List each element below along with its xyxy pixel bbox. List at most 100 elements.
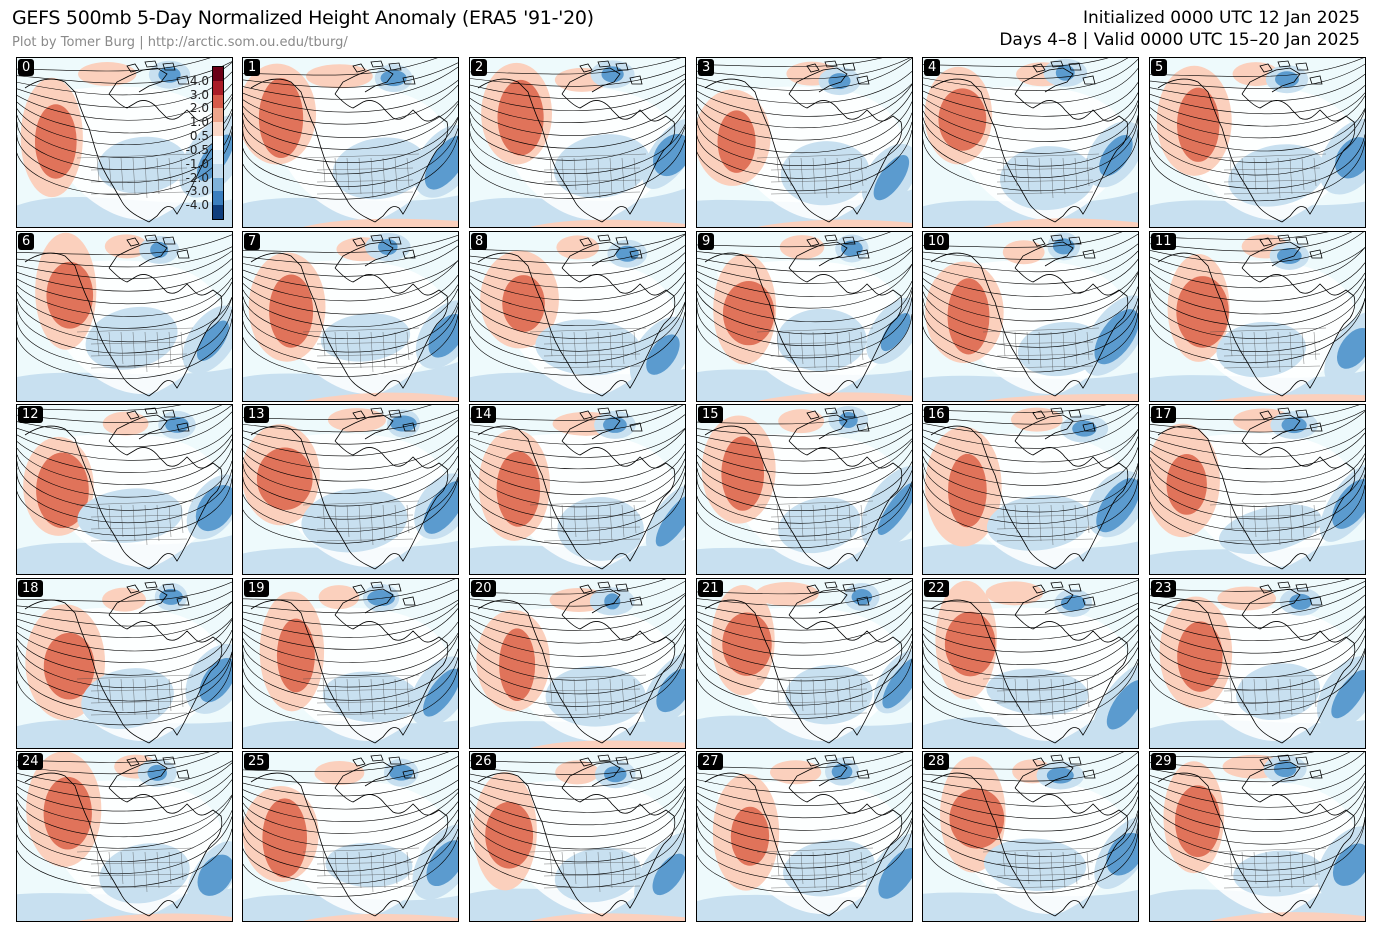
negative-anomaly-area (778, 497, 861, 554)
strong-negative-anomaly-area (1106, 679, 1138, 730)
member-map-panel: 28 (922, 751, 1139, 922)
strong-negative-anomaly-area (1055, 64, 1075, 81)
strong-negative-anomaly-area (880, 313, 911, 352)
strong-negative-anomaly-area (1106, 832, 1138, 876)
member-number: 14 (471, 406, 496, 423)
strong-positive-anomaly-area (1176, 276, 1229, 348)
political-boundaries (1209, 327, 1327, 373)
height-anomaly-map (243, 579, 458, 748)
coastline (250, 234, 449, 397)
colorbar-segment (213, 191, 223, 206)
height-anomaly-map (470, 405, 685, 574)
strong-positive-anomaly-area (948, 453, 987, 528)
member-number: 17 (1151, 406, 1176, 423)
negative-anomaly-area (332, 137, 428, 200)
political-boundaries (1209, 847, 1327, 893)
strong-negative-anomaly-area (158, 66, 181, 83)
political-boundaries (1209, 153, 1327, 199)
strong-positive-anomaly-area (947, 278, 990, 355)
member-number: 16 (924, 406, 949, 423)
political-boundaries (982, 847, 1100, 893)
strong-negative-anomaly-area (655, 494, 685, 547)
coastline (477, 234, 676, 397)
strong-positive-anomaly-area (721, 436, 765, 511)
strong-positive-anomaly-area (496, 451, 541, 527)
political-boundaries (529, 327, 647, 373)
coastline (477, 60, 676, 223)
height-anomaly-map (470, 58, 685, 227)
member-map-panel: 8 (469, 231, 686, 402)
political-boundaries (756, 327, 874, 373)
coastline (477, 407, 676, 570)
strong-positive-anomaly-area (499, 628, 536, 701)
member-map-panel: 14 (469, 404, 686, 575)
negative-anomaly-area (783, 839, 875, 897)
negative-anomaly-area (1017, 321, 1105, 377)
height-anomaly-map (923, 232, 1138, 401)
political-boundaries (302, 153, 420, 199)
height-anomaly-map (923, 752, 1138, 921)
strong-negative-anomaly-area (838, 412, 858, 429)
strong-negative-anomaly-area (1046, 767, 1074, 784)
positive-anomaly-area (318, 585, 360, 610)
negative-anomaly-area (1218, 504, 1322, 555)
member-number: 9 (698, 233, 715, 250)
coastline (1157, 60, 1356, 223)
negative-anomaly-area (1216, 321, 1306, 378)
negative-anomaly-area (1228, 144, 1326, 207)
positive-anomaly-area (1011, 407, 1063, 432)
height-anomaly-map (243, 58, 458, 227)
positive-anomaly-area (1002, 240, 1045, 265)
coastline (24, 407, 223, 570)
strong-positive-anomaly-area (938, 88, 987, 151)
strong-negative-anomaly-area (1094, 309, 1138, 365)
member-number: 5 (1151, 59, 1168, 76)
member-map-panel: 25 (242, 751, 459, 922)
political-boundaries (756, 847, 874, 893)
strong-positive-anomaly-area (1177, 621, 1223, 692)
positive-anomaly-area (770, 760, 822, 785)
political-boundaries (982, 153, 1100, 199)
member-map-panel: 3 (696, 57, 913, 228)
positive-anomaly-area (1217, 586, 1277, 611)
strong-positive-anomaly-area (258, 78, 304, 159)
member-number: 6 (18, 233, 35, 250)
colorbar-tick-label: 3.0 (189, 87, 209, 102)
height-anomaly-map (243, 405, 458, 574)
height-anomaly-map (1150, 579, 1365, 748)
member-number: 15 (698, 406, 723, 423)
coastline (704, 754, 903, 917)
positive-anomaly-area (78, 62, 137, 87)
height-anomaly-map (470, 579, 685, 748)
coastline (250, 754, 449, 917)
member-number: 13 (244, 406, 269, 423)
strong-positive-anomaly-area (256, 447, 313, 511)
political-boundaries (76, 153, 194, 199)
member-number: 0 (18, 59, 35, 76)
member-map-panel: 22 (922, 578, 1139, 749)
strong-negative-anomaly-area (424, 135, 458, 190)
strong-negative-anomaly-area (423, 480, 458, 534)
member-map-panel: 27 (696, 751, 913, 922)
political-boundaries (982, 500, 1100, 546)
member-number: 20 (471, 580, 496, 597)
negative-anomaly-area (77, 488, 183, 543)
strong-positive-anomaly-area (717, 110, 756, 173)
height-anomaly-map (697, 232, 912, 401)
height-anomaly-map (243, 232, 458, 401)
member-number: 10 (924, 233, 949, 250)
positive-anomaly-area (314, 761, 365, 786)
member-map-panel: 20 (469, 578, 686, 749)
member-number: 11 (1151, 233, 1176, 250)
height-anomaly-map (1150, 405, 1365, 574)
member-number: 26 (471, 753, 496, 770)
strong-negative-anomaly-area (882, 657, 912, 709)
height-anomaly-map (1150, 232, 1365, 401)
strong-negative-anomaly-area (1281, 417, 1307, 434)
colorbar-tick-label: -2.0 (185, 170, 209, 185)
strong-positive-anomaly-area (276, 618, 315, 693)
plot-credit: Plot by Tomer Burg | http://arctic.som.o… (12, 35, 348, 50)
coastline (24, 234, 223, 397)
height-anomaly-map (17, 232, 232, 401)
height-anomaly-map (470, 752, 685, 921)
